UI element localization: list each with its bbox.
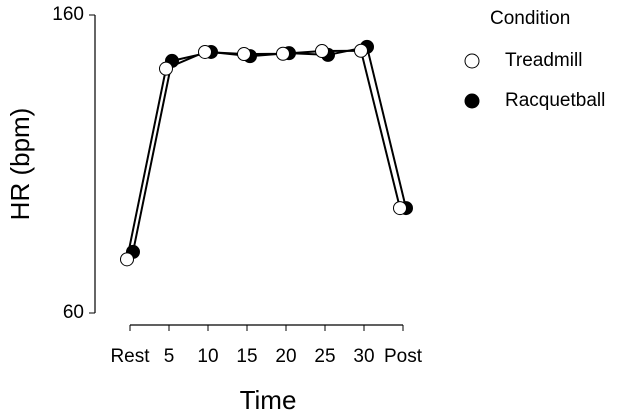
data-point	[393, 201, 407, 216]
legend-title: Condition	[490, 8, 570, 29]
x-tick-label: 30	[353, 346, 374, 367]
data-point	[315, 44, 329, 59]
data-point	[198, 44, 212, 59]
y-tick-label: 160	[52, 4, 84, 25]
data-point	[237, 47, 251, 62]
data-point	[159, 61, 173, 76]
x-tick-label: 15	[236, 346, 257, 367]
y-tick-label: 60	[63, 302, 84, 323]
legend-marker	[464, 93, 480, 109]
legend-label: Treadmill	[505, 50, 582, 71]
x-tick-label: 25	[314, 346, 335, 367]
series-line	[132, 45, 407, 253]
legend-label: Racquetball	[505, 90, 605, 111]
data-point	[120, 252, 134, 267]
data-point	[276, 46, 290, 61]
x-tick-label: Post	[384, 346, 423, 367]
x-axis-title: Time	[240, 385, 297, 415]
x-tick-label: 5	[164, 346, 175, 367]
legend-marker	[464, 53, 480, 69]
x-tick-label: 20	[275, 346, 296, 367]
x-tick-label: 10	[197, 346, 218, 367]
data-point	[354, 43, 368, 58]
y-axis-title: HR (bpm)	[5, 108, 35, 221]
x-tick-label: Rest	[110, 346, 150, 367]
